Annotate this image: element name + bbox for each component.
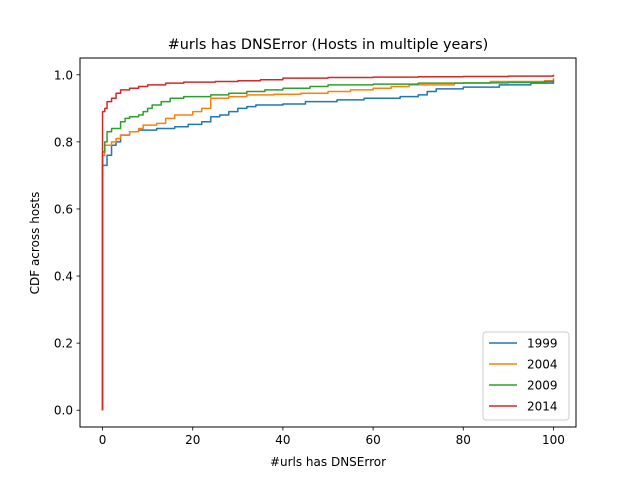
- x-tick-label: 20: [185, 433, 200, 447]
- x-axis-ticks: 0 20 40 60 80 100: [99, 427, 565, 447]
- x-axis-label: #urls has DNSError: [270, 455, 386, 469]
- chart-title: #urls has DNSError (Hosts in multiple ye…: [168, 37, 489, 53]
- legend-label-2004: 2004: [527, 358, 558, 372]
- legend: 1999 2004 2009 2014: [482, 331, 570, 421]
- y-tick-label: 0.6: [54, 202, 73, 216]
- legend-box: [482, 331, 570, 421]
- axes-frame: [79, 57, 577, 428]
- legend-label-2009: 2009: [527, 379, 558, 393]
- y-tick-label: 1.0: [54, 68, 73, 82]
- series-line-2014: [101, 74, 555, 411]
- legend-label-2014: 2014: [527, 400, 558, 414]
- y-tick-label: 0.4: [54, 270, 73, 284]
- x-tick-label: 60: [365, 433, 380, 447]
- y-tick-label: 0.0: [54, 404, 73, 418]
- x-tick-label: 80: [456, 433, 471, 447]
- x-tick-label: 100: [542, 433, 565, 447]
- x-tick-label: 0: [99, 433, 107, 447]
- y-tick-label: 0.2: [54, 337, 73, 351]
- x-tick-label: 40: [275, 433, 290, 447]
- y-tick-label: 0.8: [54, 135, 73, 149]
- y-axis-ticks: 0.0 0.2 0.4 0.6 0.8 1.0: [54, 68, 80, 418]
- plot-lines: [101, 74, 555, 411]
- series-line-2009: [101, 79, 555, 411]
- legend-label-1999: 1999: [527, 337, 558, 351]
- y-axis-label: CDF across hosts: [28, 192, 42, 295]
- series-line-2004: [101, 78, 555, 411]
